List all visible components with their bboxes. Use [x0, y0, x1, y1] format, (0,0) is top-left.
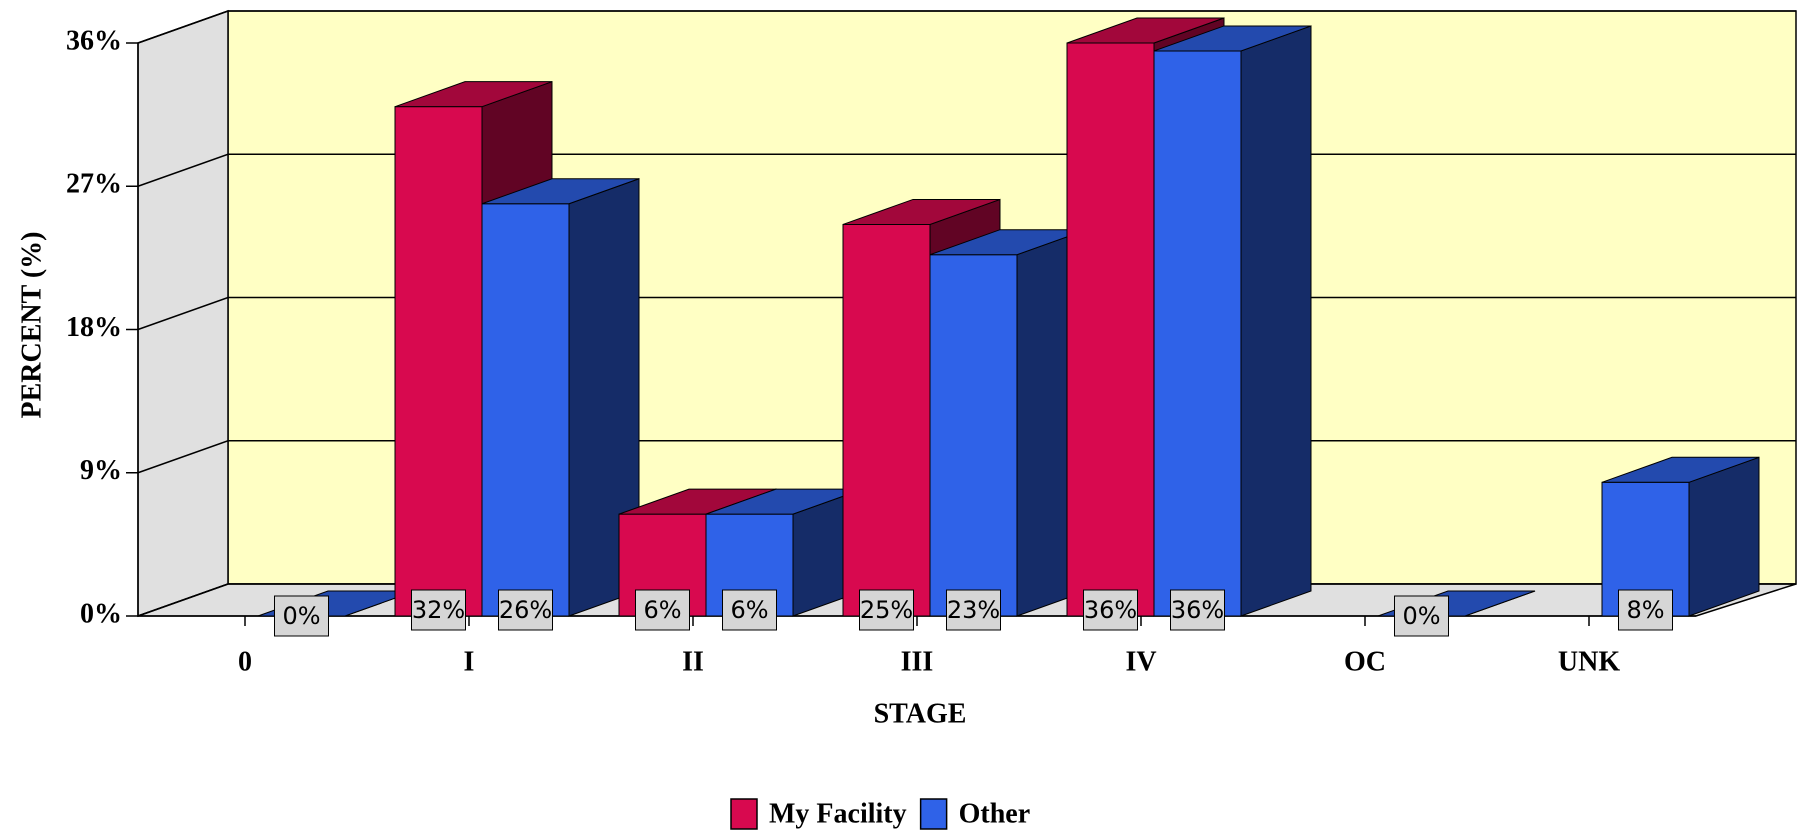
value-label: 0% [282, 602, 320, 630]
bar-front [929, 254, 1018, 617]
value-label: 0% [1402, 602, 1440, 630]
bar-front [394, 106, 483, 617]
x-tick-label: OC [1344, 646, 1386, 677]
value-label: 6% [643, 596, 681, 624]
value-label-box [274, 595, 329, 637]
value-label: 25% [860, 596, 913, 624]
grid-line [137, 10, 1796, 44]
y-tick-label: 27% [66, 169, 122, 200]
value-label: 6% [730, 596, 768, 624]
bar [481, 178, 640, 617]
value-label: 36% [1171, 596, 1224, 624]
value-label-box [411, 589, 466, 631]
legend-swatch [919, 798, 948, 830]
x-tick-label: UNK [1558, 646, 1620, 677]
bar-side [1240, 25, 1312, 617]
value-label-box [1083, 589, 1138, 631]
x-tick-label: 0 [238, 646, 252, 677]
x-tick-label: II [682, 646, 704, 677]
bar-front [1066, 42, 1155, 617]
x-tick-label: I [464, 646, 475, 677]
value-label-box [859, 589, 914, 631]
legend-label: My Facility [769, 798, 907, 829]
bar [1153, 25, 1312, 617]
value-label: 23% [947, 596, 1000, 624]
value-label: 32% [412, 596, 465, 624]
value-label-box [1394, 595, 1449, 637]
x-axis-label: STAGE [874, 698, 967, 729]
value-label-box [722, 589, 777, 631]
y-tick-label: 9% [80, 455, 122, 486]
y-axis-label: PERCENT (%) [16, 232, 47, 419]
value-label: 26% [499, 596, 552, 624]
bar-side [1688, 456, 1760, 617]
y-tick-label: 18% [66, 312, 122, 343]
bar [929, 228, 1088, 617]
bar-top [1066, 17, 1225, 44]
bar-front [481, 203, 570, 617]
y-tick-label: 36% [66, 25, 122, 56]
bar-top [842, 198, 1001, 225]
bar-top [1153, 25, 1312, 52]
value-label: 36% [1084, 596, 1137, 624]
legend-label: Other [959, 798, 1031, 829]
value-label-box [1618, 589, 1673, 631]
bar [1601, 456, 1760, 617]
x-tick-label: IV [1125, 646, 1156, 677]
bar-top [481, 178, 640, 205]
value-label-box [498, 589, 553, 631]
bar-front [1153, 50, 1242, 617]
value-label-box [635, 589, 690, 631]
bar-top [394, 81, 553, 108]
legend-swatch [730, 798, 758, 830]
y-tick-label: 0% [80, 598, 122, 629]
value-label-box [1170, 589, 1225, 631]
value-label: 8% [1626, 596, 1664, 624]
bar-top [1601, 456, 1760, 483]
value-label-box [946, 589, 1001, 631]
bar-front [842, 223, 931, 617]
x-tick-label: III [901, 646, 934, 677]
